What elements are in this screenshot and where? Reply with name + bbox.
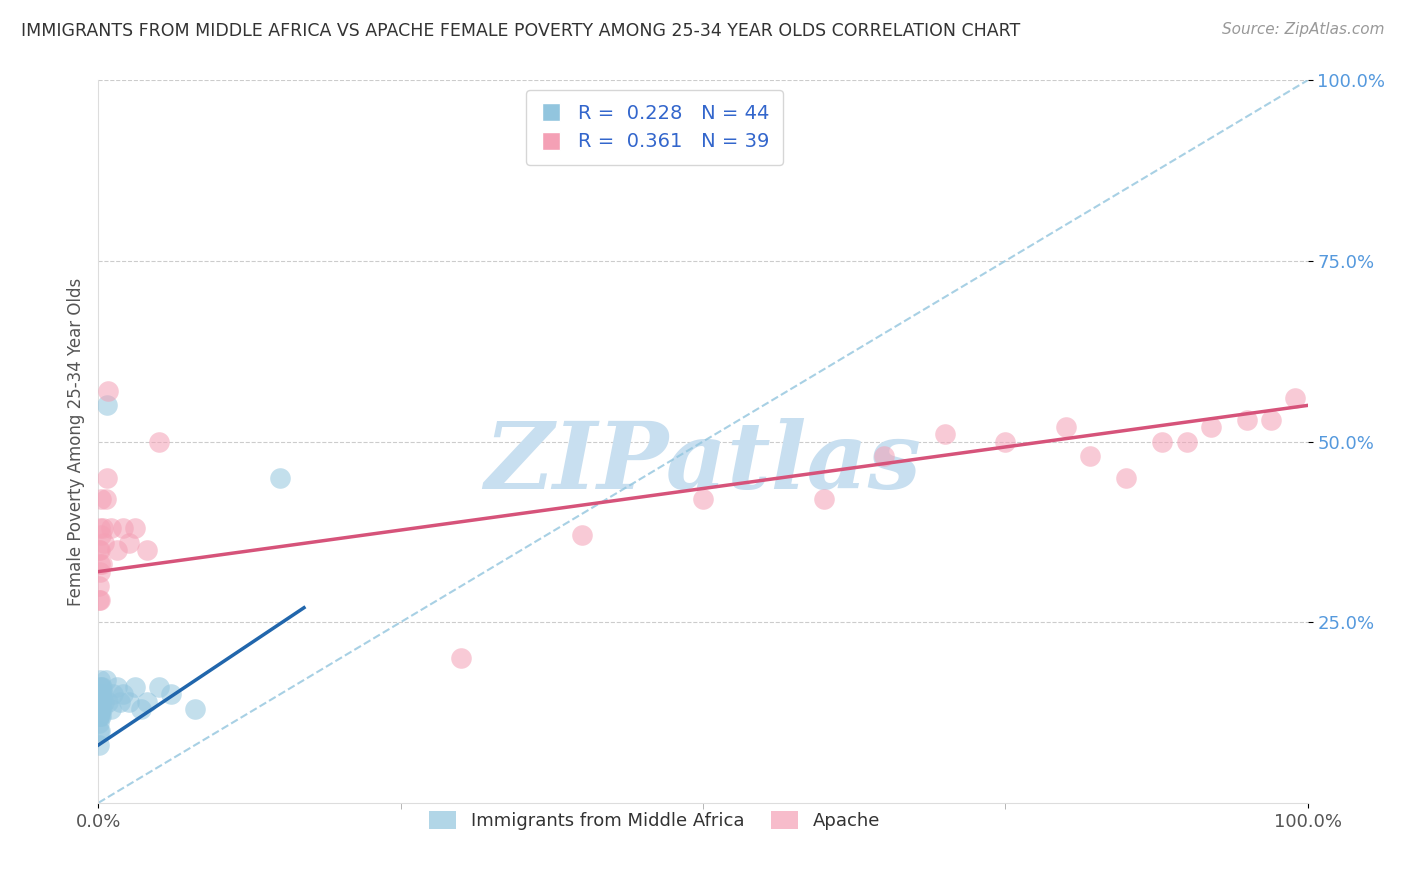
Point [97,695,120,709]
Point [89,593,111,607]
Point [813,492,835,507]
Point [160,687,183,701]
Point [873,449,896,463]
Point [90,680,112,694]
Point [1054,420,1077,434]
Point [89,695,111,709]
Point [1260,413,1282,427]
Point [94,492,117,507]
Point [1284,391,1306,405]
Point [91,680,114,694]
Point [450,651,472,665]
Point [89,695,111,709]
Point [89,709,111,723]
Point [124,521,146,535]
Point [100,702,122,716]
Point [87,738,110,752]
Point [87,702,110,716]
Point [89,723,111,738]
Point [87,579,110,593]
Point [89,702,111,716]
Point [96,398,118,412]
Point [87,687,110,701]
Point [89,542,111,557]
Point [111,687,134,701]
Point [89,593,111,607]
Point [87,542,110,557]
Point [93,695,115,709]
Y-axis label: Female Poverty Among 25-34 Year Olds: Female Poverty Among 25-34 Year Olds [66,277,84,606]
Point [90,695,112,709]
Point [934,427,956,442]
Point [89,521,111,535]
Point [101,687,124,701]
Point [87,723,110,738]
Point [1236,413,1258,427]
Point [91,702,114,716]
Point [111,521,134,535]
Point [118,535,141,549]
Point [148,434,170,449]
Point [91,558,114,572]
Point [184,702,207,716]
Point [91,687,114,701]
Point [1078,449,1101,463]
Point [105,542,128,557]
Point [90,687,112,701]
Point [994,434,1017,449]
Point [148,680,170,694]
Point [124,680,146,694]
Point [89,687,111,701]
Point [89,702,111,716]
Point [692,492,714,507]
Point [89,680,111,694]
Point [135,695,157,709]
Point [94,673,117,687]
Point [135,542,157,557]
Point [1152,434,1174,449]
Point [1175,434,1198,449]
Point [97,384,120,398]
Point [269,470,291,484]
Point [90,702,112,716]
Point [571,528,593,542]
Point [90,709,112,723]
Point [1115,470,1137,484]
Point [118,695,141,709]
Point [89,702,111,716]
Text: IMMIGRANTS FROM MIDDLE AFRICA VS APACHE FEMALE POVERTY AMONG 25-34 YEAR OLDS COR: IMMIGRANTS FROM MIDDLE AFRICA VS APACHE … [21,22,1021,40]
Point [91,521,114,535]
Point [87,709,110,723]
Text: Source: ZipAtlas.com: Source: ZipAtlas.com [1222,22,1385,37]
Point [90,492,112,507]
Point [89,695,111,709]
Text: ZIPatlas: ZIPatlas [485,418,921,508]
Point [89,709,111,723]
Point [90,528,112,542]
Point [89,558,111,572]
Point [108,695,131,709]
Legend: Immigrants from Middle Africa, Apache: Immigrants from Middle Africa, Apache [422,804,887,837]
Point [96,470,118,484]
Point [105,680,128,694]
Point [93,535,115,549]
Point [89,565,111,579]
Point [129,702,152,716]
Point [89,673,111,687]
Point [90,687,112,701]
Point [1199,420,1222,434]
Point [89,716,111,731]
Point [100,521,122,535]
